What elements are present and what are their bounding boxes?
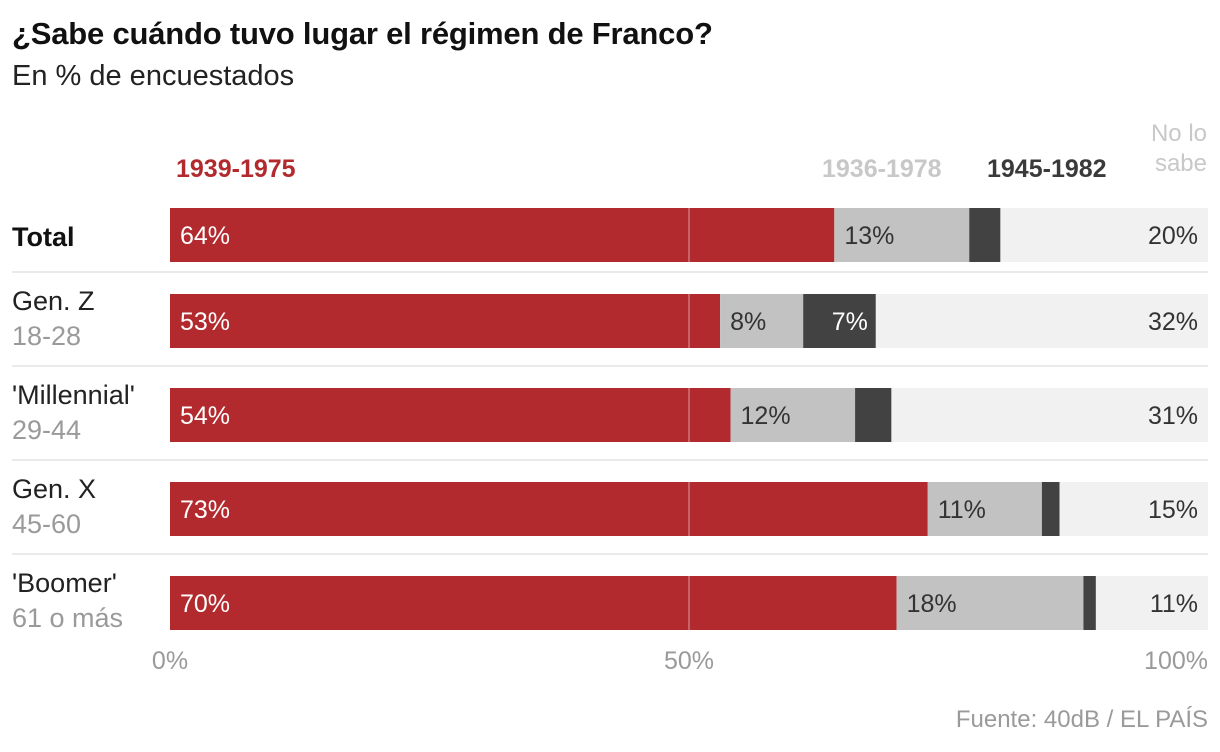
bar-no-lo-sabe-3 xyxy=(1059,482,1208,536)
x-tick-label: 0% xyxy=(152,647,188,675)
data-label: 70% xyxy=(180,590,230,618)
chart-title: ¿Sabe cuándo tuvo lugar el régimen de Fr… xyxy=(12,16,713,51)
data-label: 18% xyxy=(907,590,957,618)
x-tick-label: 50% xyxy=(664,647,714,675)
data-label: 8% xyxy=(730,308,766,336)
data-label: 15% xyxy=(1148,496,1198,524)
bar-1936-1978-2 xyxy=(730,388,856,442)
bar-no-lo-sabe-0 xyxy=(1000,208,1208,262)
data-label: 12% xyxy=(741,402,791,430)
bar-1939-1975-3 xyxy=(170,482,928,536)
data-label: 31% xyxy=(1148,402,1198,430)
category-label: 'Millennial' xyxy=(12,380,135,410)
bar-1936-1978-3 xyxy=(927,482,1042,536)
data-label: 20% xyxy=(1148,222,1198,250)
category-sublabel: 61 o más xyxy=(12,603,123,633)
bar-1945-1982-2 xyxy=(855,388,892,442)
category-label: 'Boomer' xyxy=(12,568,117,598)
category-label: Total xyxy=(12,222,75,252)
category-sublabel: 29-44 xyxy=(12,415,81,445)
data-label: 54% xyxy=(180,402,230,430)
data-label: 73% xyxy=(180,496,230,524)
data-label: 64% xyxy=(180,222,230,250)
x-tick-label: 100% xyxy=(1144,647,1208,675)
legend-label-1936-1978: 1936-1978 xyxy=(822,155,942,183)
bar-no-lo-sabe-2 xyxy=(891,388,1208,442)
bar-1939-1975-4 xyxy=(170,576,897,630)
legend-label-1945-1982: 1945-1982 xyxy=(987,155,1107,183)
bar-1936-1978-4 xyxy=(896,576,1084,630)
bar-1939-1975-2 xyxy=(170,388,731,442)
data-label: 13% xyxy=(844,222,894,250)
data-label: 53% xyxy=(180,308,230,336)
category-label: Gen. Z xyxy=(12,286,95,316)
legend-label-1939-1975: 1939-1975 xyxy=(176,155,296,183)
source-note: Fuente: 40dB / EL PAÍS xyxy=(955,706,1208,733)
category-sublabel: 45-60 xyxy=(12,509,81,539)
bar-1945-1982-3 xyxy=(1041,482,1060,536)
legend-label-no-lo-sabe: No lo xyxy=(1151,120,1207,147)
chart-subtitle: En % de encuestados xyxy=(12,60,295,92)
category-label: Gen. X xyxy=(12,474,96,504)
data-label: 7% xyxy=(832,308,868,336)
category-sublabel: 18-28 xyxy=(12,321,81,351)
bar-1936-1978-0 xyxy=(834,208,970,262)
legend-label-no-lo-sabe: sabe xyxy=(1155,150,1207,177)
bar-no-lo-sabe-4 xyxy=(1095,576,1208,630)
bar-1945-1982-4 xyxy=(1083,576,1096,630)
bar-1945-1982-1 xyxy=(803,294,876,348)
data-label: 11% xyxy=(938,496,986,524)
bar-1939-1975-1 xyxy=(170,294,721,348)
data-label: 32% xyxy=(1148,308,1198,336)
bar-no-lo-sabe-1 xyxy=(875,294,1208,348)
bar-1936-1978-1 xyxy=(720,294,804,348)
bar-1939-1975-0 xyxy=(170,208,835,262)
data-label: 11% xyxy=(1150,590,1198,618)
bar-1945-1982-0 xyxy=(969,208,1001,262)
